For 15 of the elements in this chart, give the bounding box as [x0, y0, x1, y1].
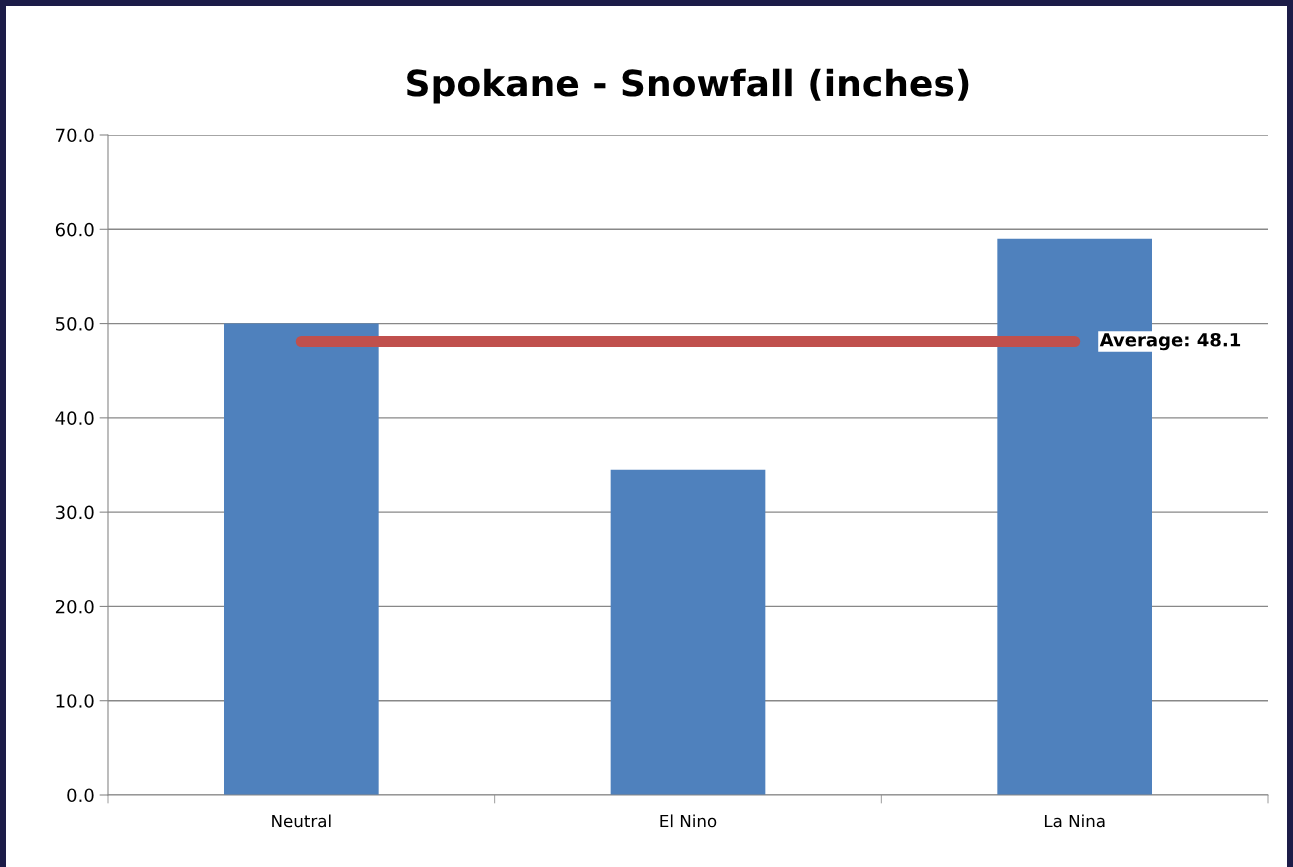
- y-tick-label: 10.0: [56, 694, 94, 708]
- annotation: Average: 48.1: [1099, 332, 1241, 351]
- y-tick-label: 20.0: [55, 599, 94, 614]
- y-tick-label: 70.0: [56, 128, 94, 143]
- y-tick-label: 40.0: [55, 411, 94, 425]
- x-tick-label: El Nino: [660, 814, 717, 828]
- y-tick-label: 30.0: [55, 505, 94, 520]
- y-tick-label: 50.0: [56, 317, 94, 331]
- x-tick-label: Neutral: [272, 814, 331, 828]
- bar: [224, 323, 379, 795]
- chart-title: Spokane - Snowfall (inches): [407, 68, 969, 104]
- y-tick-label: 0.0: [67, 788, 94, 803]
- y-tick-label: 60.0: [55, 222, 94, 237]
- bar: [610, 469, 766, 795]
- x-tick-label: La Nina: [1044, 814, 1105, 828]
